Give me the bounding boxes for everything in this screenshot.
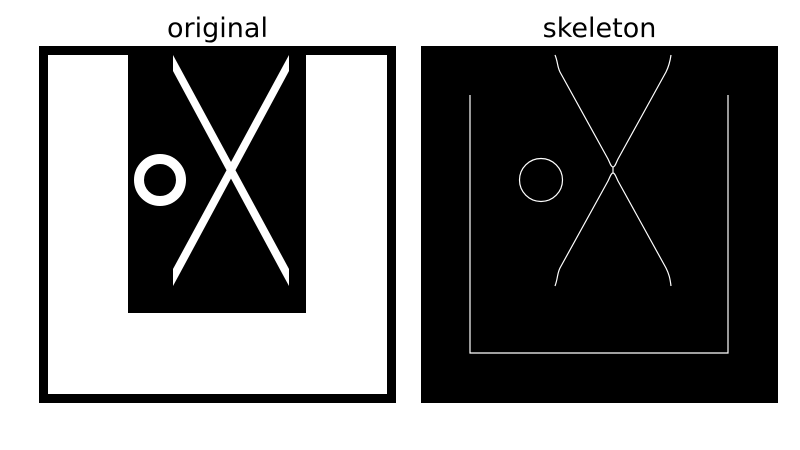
skeleton-x-upper-right xyxy=(612,54,672,168)
skeleton-x-lower-left xyxy=(554,172,614,287)
panel-original: original xyxy=(39,0,396,404)
panel-skeleton: skeleton xyxy=(421,0,778,404)
original-black-notch xyxy=(128,55,306,313)
original-image xyxy=(39,46,396,403)
panel-title-skeleton: skeleton xyxy=(542,13,657,44)
skeleton-x-upper-left xyxy=(554,54,614,168)
original-x-stroke-2 xyxy=(173,55,289,286)
original-ring xyxy=(134,154,186,206)
skeleton-image xyxy=(421,46,778,403)
skeleton-background xyxy=(421,46,778,403)
skeleton-ring xyxy=(518,157,564,203)
skeleton-x-lower-right xyxy=(612,172,672,287)
panel-title-original: original xyxy=(167,13,268,44)
skeleton-u-line xyxy=(469,95,729,354)
